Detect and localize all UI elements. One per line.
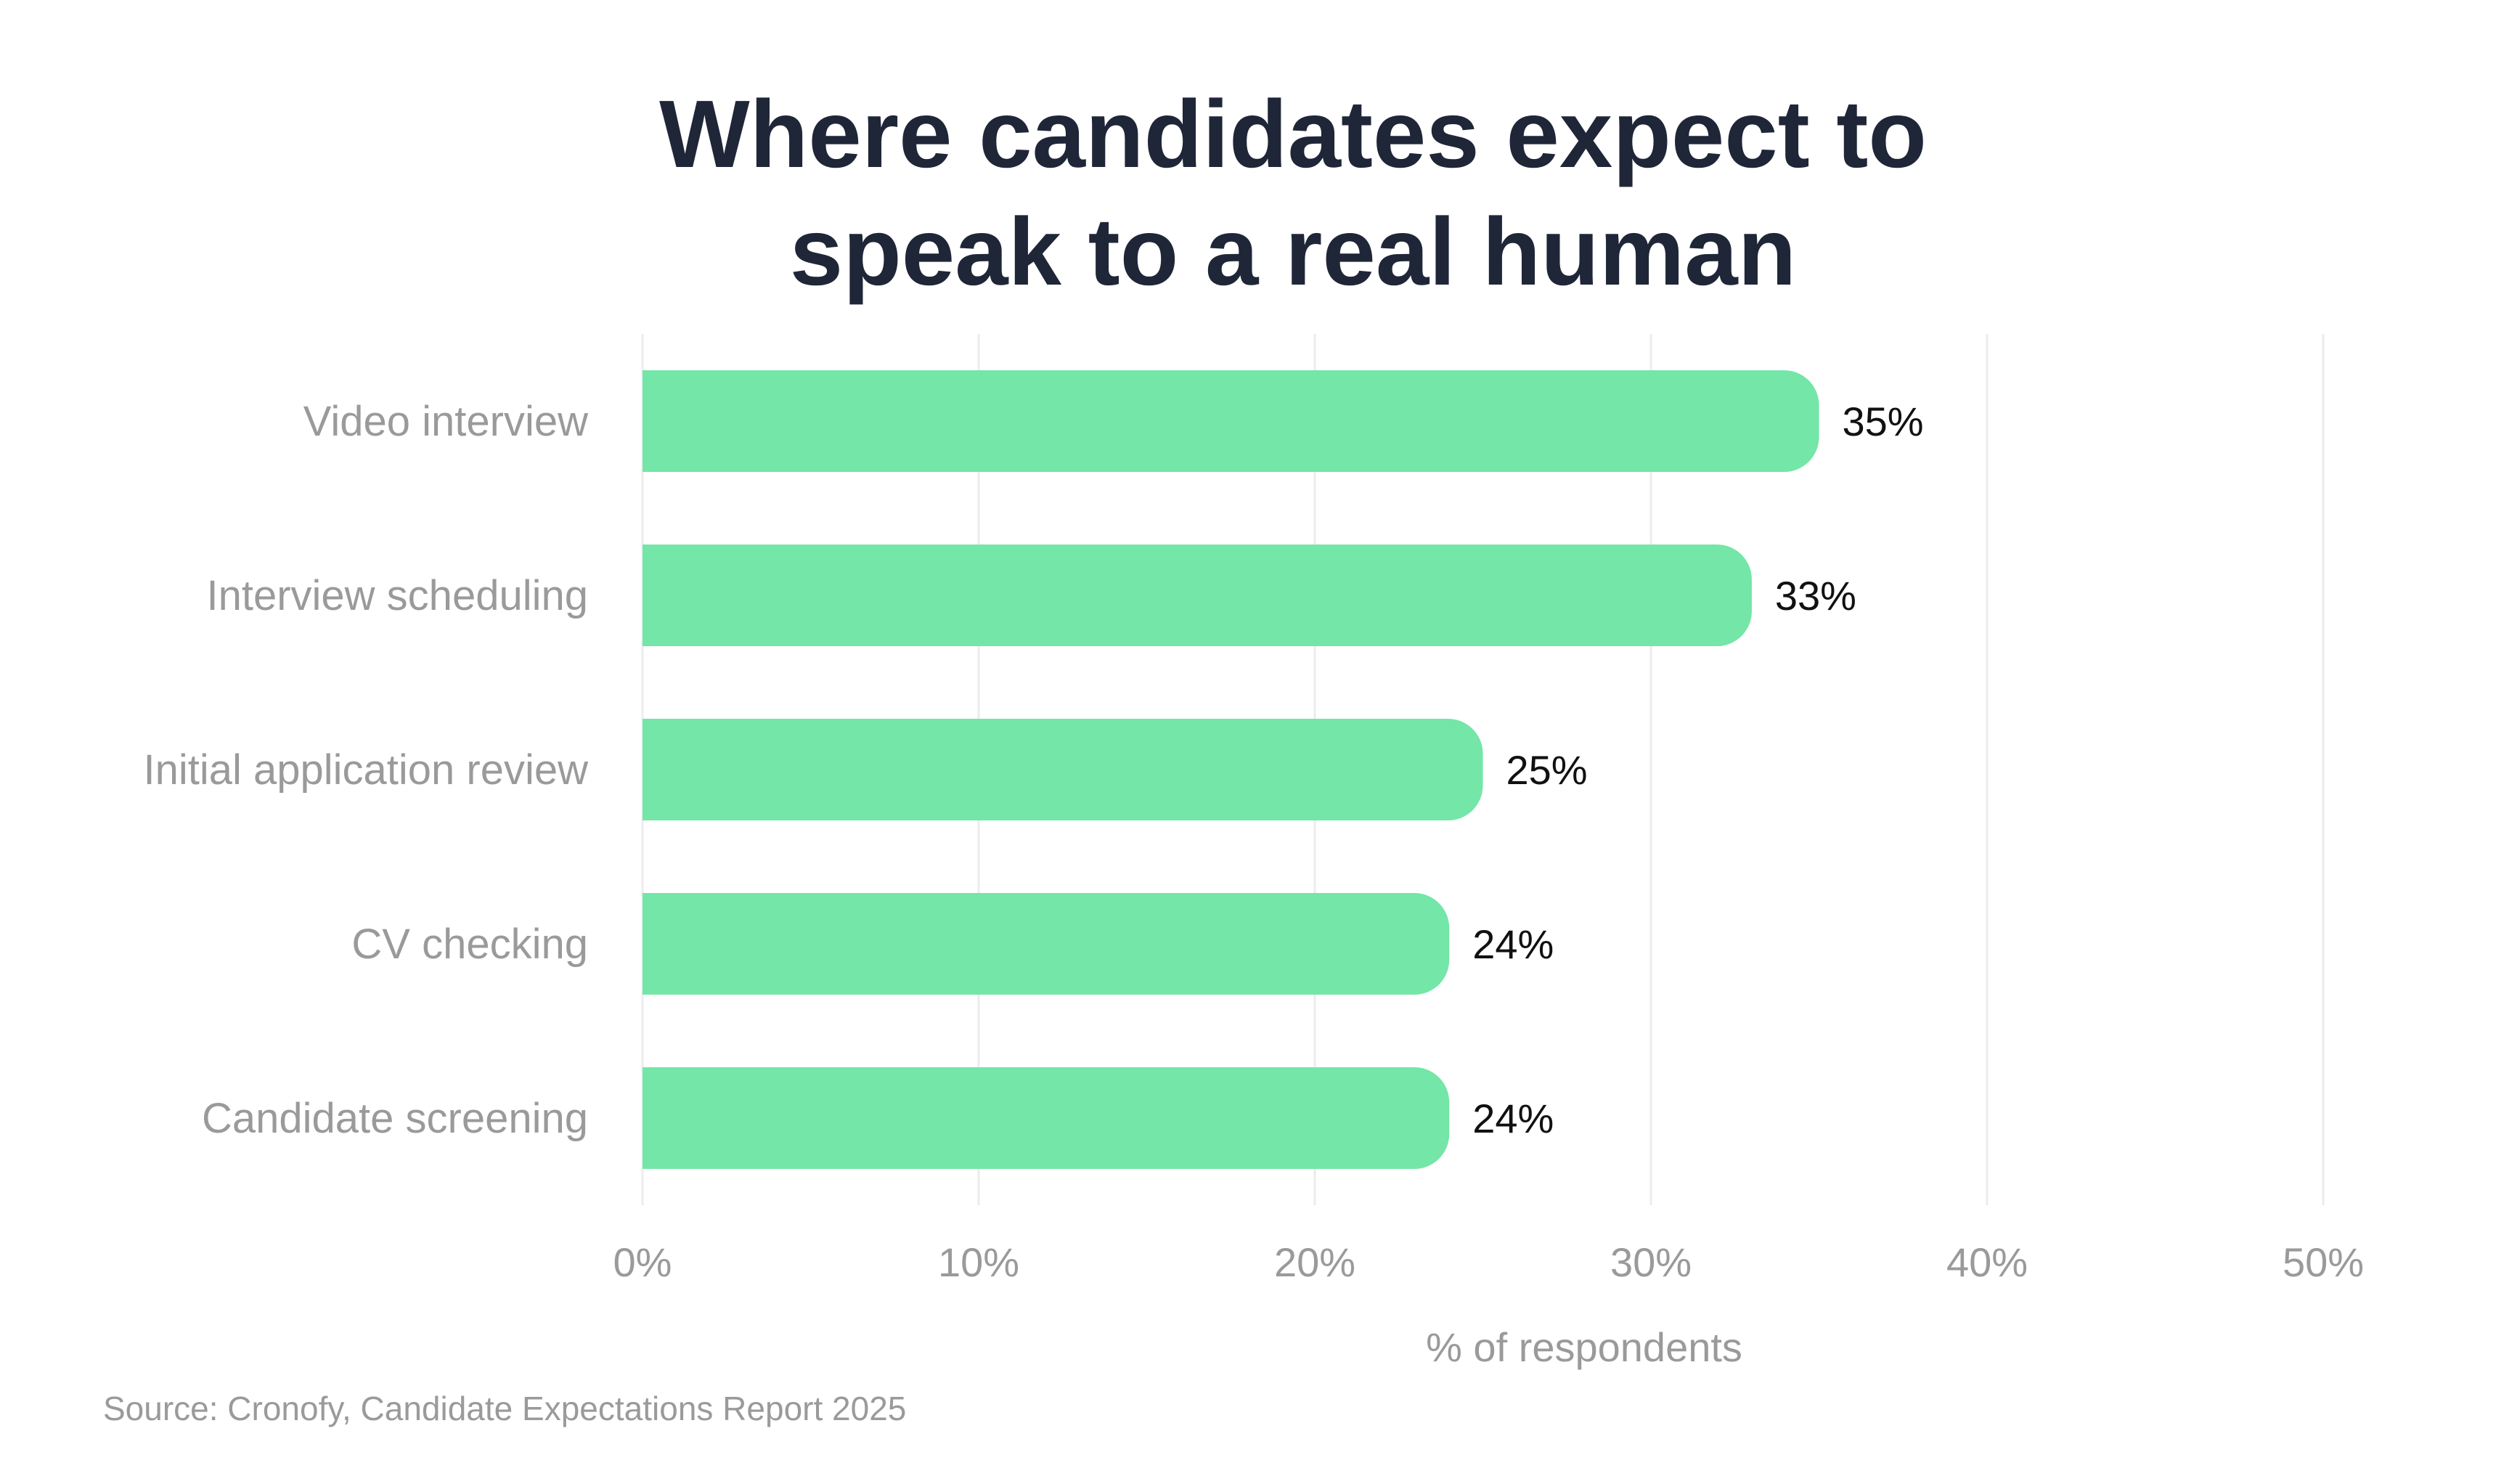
chart-title-line-1: Where candidates expect to xyxy=(659,81,1927,187)
data-label: 33% xyxy=(1775,573,1856,619)
x-tick-label: 30% xyxy=(1610,1239,1692,1285)
data-label: 35% xyxy=(1843,399,1924,444)
bar-cv-checking xyxy=(643,893,1450,995)
data-label: 25% xyxy=(1506,747,1588,793)
x-tick-label: 0% xyxy=(613,1239,672,1285)
bar-candidate-screening xyxy=(643,1067,1450,1169)
chart-title: Where candidates expect to speak to a re… xyxy=(659,81,1927,305)
value-labels: 35% 33% 25% 24% 24% xyxy=(1472,399,1923,1141)
category-label: Candidate screening xyxy=(202,1095,588,1142)
data-label: 24% xyxy=(1472,921,1554,967)
category-labels: Video interview Interview scheduling Initi… xyxy=(143,398,589,1142)
x-tick-label: 10% xyxy=(938,1239,1019,1285)
x-tick-label: 20% xyxy=(1274,1239,1355,1285)
x-axis-title: % of respondents xyxy=(1426,1324,1742,1370)
category-label: Video interview xyxy=(303,398,589,445)
category-label: Initial application review xyxy=(143,746,589,794)
chart-title-line-2: speak to a real human xyxy=(790,198,1797,305)
category-label: CV checking xyxy=(351,921,588,968)
bar-video-interview xyxy=(643,370,1819,472)
x-axis-tick-labels: 0% 10% 20% 30% 40% 50% xyxy=(613,1239,2365,1285)
data-label: 24% xyxy=(1472,1096,1554,1141)
bar-initial-application-review xyxy=(643,719,1483,820)
bar-interview-scheduling xyxy=(643,545,1752,646)
x-tick-label: 50% xyxy=(2283,1239,2364,1285)
source-note: Source: Cronofy, Candidate Expectations … xyxy=(103,1390,906,1427)
bars xyxy=(643,370,1819,1169)
category-label: Interview scheduling xyxy=(206,572,588,619)
x-tick-label: 40% xyxy=(1946,1239,2028,1285)
